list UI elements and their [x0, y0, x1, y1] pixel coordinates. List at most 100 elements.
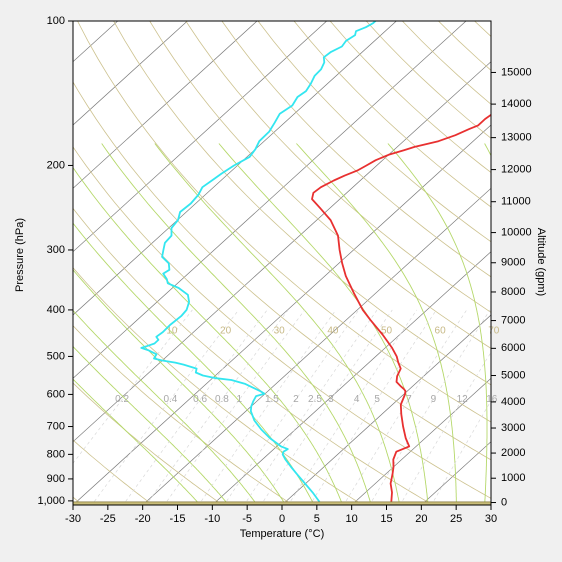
mixing-ratio-line [73, 309, 193, 464]
altitude-tick-label: 11000 [501, 196, 531, 208]
mixing-ratio-label: 1 [237, 394, 243, 405]
sounding-traces [140, 21, 491, 503]
mixing-ratio-label: 0.4 [163, 394, 177, 405]
dry-adiabat-line [185, 21, 491, 313]
moist-adiabat-line [73, 378, 201, 505]
mixing-ratio-labels: 0.2 0.4 0.6 0.8 1 1.5 2 2.5 3 4 5 7 9 12 16 [115, 394, 498, 405]
moist-adiabat-label: 40 [327, 326, 339, 337]
mixing-ratio-label: 5 [374, 394, 380, 405]
moist-adiabat-label: 10 [166, 326, 178, 337]
x-tick-label: -30 [65, 513, 81, 525]
x-axis-title: Temperature (°C) [240, 528, 324, 540]
moist-adiabat-label: 70 [488, 326, 500, 337]
y-tick-label: 900 [47, 473, 65, 485]
mixing-ratio-line [122, 309, 268, 505]
temperature-trace [311, 113, 491, 502]
altitude-tick-label: 13000 [501, 132, 532, 144]
moist-adiabat-label: 50 [381, 326, 393, 337]
x-tick-label: 20 [415, 513, 427, 525]
isotherm-line [73, 21, 397, 316]
isotherm-line [73, 21, 327, 253]
dry-adiabat-line [73, 207, 434, 505]
dry-adiabat-line [73, 81, 491, 461]
mixing-ratio-label: 16 [486, 394, 498, 405]
mixing-ratio-line [309, 309, 437, 505]
y-tick-label: 200 [47, 159, 65, 171]
mixing-ratio-label: 7 [406, 394, 412, 405]
isotherm-line [212, 251, 491, 505]
dry-adiabat-line [77, 21, 491, 423]
isotherm-line [73, 21, 258, 189]
x-tick-label: 30 [485, 513, 497, 525]
mixing-ratio-label: 4 [354, 394, 360, 405]
dry-adiabat-line [73, 439, 154, 505]
y-tick-label: 400 [47, 304, 65, 316]
altitude-tick-label: 14000 [501, 98, 532, 110]
altitude-tick-label: 3000 [501, 422, 525, 434]
x-tick-label: 25 [450, 513, 462, 525]
moist-adiabat-label: 30 [274, 326, 286, 337]
mixing-ratio-line [343, 309, 467, 505]
moist-adiabat-label: 60 [435, 326, 447, 337]
mixing-ratio-line [243, 309, 378, 505]
altitude-tick-label: 15000 [501, 66, 532, 78]
moist-adiabat-line [73, 222, 315, 505]
moist-adiabat-line [73, 269, 287, 505]
mixing-ratio-line [287, 309, 418, 505]
x-tick-label: -20 [135, 513, 151, 525]
moist-adiabat-labels: 10 20 30 40 50 60 70 [166, 326, 499, 337]
y-axis-ticks: 100 200 300 400 500 600 700 800 900 1,000 [37, 15, 73, 507]
mixing-ratio-label: 3 [328, 394, 334, 405]
dry-adiabat-line [73, 325, 294, 505]
y-tick-label: 500 [47, 350, 65, 362]
altitude-tick-label: 4000 [501, 396, 525, 408]
y-tick-label: 1,000 [37, 495, 65, 507]
isotherm-line [73, 21, 188, 126]
mixing-ratio-label: 12 [457, 394, 469, 405]
y-tick-label: 100 [47, 15, 65, 27]
altitude-axis-ticks: 0 1000 2000 3000 4000 5000 6000 7000 8000 9000 100… [491, 66, 532, 508]
altitude-tick-label: 0 [501, 496, 507, 508]
dry-adiabat-line [73, 146, 491, 499]
altitude-tick-label: 9000 [501, 257, 525, 269]
isotherm-line [142, 187, 491, 505]
altitude-tick-label: 12000 [501, 163, 532, 175]
isotherm-line [73, 21, 467, 379]
mixing-ratio-line [399, 351, 491, 505]
mixing-ratio-label: 9 [431, 394, 437, 405]
mixing-ratio-label: 2 [293, 394, 299, 405]
dry-adiabat-line [257, 21, 491, 243]
altitude-tick-label: 5000 [501, 369, 525, 381]
moist-adiabat-line [218, 143, 429, 505]
isotherm-line [351, 377, 491, 505]
altitude-tick-label: 2000 [501, 447, 525, 459]
dry-adiabat-line [113, 21, 491, 386]
moist-adiabat-line [540, 144, 562, 511]
x-tick-label: -5 [242, 513, 252, 525]
altitude-tick-label: 6000 [501, 342, 525, 354]
x-tick-label: -25 [100, 513, 116, 525]
moist-adiabat-line [387, 143, 488, 505]
background-lines [73, 21, 562, 511]
mixing-ratio-line [145, 309, 289, 505]
altitude-tick-label: 8000 [501, 286, 525, 298]
altitude-tick-label: 10000 [501, 226, 532, 238]
altitude-tick-label: 1000 [501, 472, 525, 484]
y-tick-label: 800 [47, 448, 65, 460]
y-tick-label: 700 [47, 420, 65, 432]
altitude-tick-label: 7000 [501, 314, 525, 326]
x-tick-label: -10 [204, 513, 220, 525]
x-tick-label: 5 [314, 513, 320, 525]
isotherm-line [73, 124, 491, 505]
altitude-axis-title: Altitude (gpm) [535, 228, 547, 296]
moist-adiabat-line [101, 143, 372, 505]
x-tick-label: 10 [346, 513, 358, 525]
mixing-ratio-label: 0.6 [193, 394, 207, 405]
dry-adiabat-line [73, 267, 364, 505]
mixing-ratio-line [91, 309, 239, 505]
isotherm-line [281, 314, 491, 505]
mixing-ratio-line [369, 309, 491, 505]
x-tick-label: -15 [170, 513, 186, 525]
moist-adiabat-line [73, 309, 258, 505]
moist-adiabat-line [73, 166, 344, 505]
